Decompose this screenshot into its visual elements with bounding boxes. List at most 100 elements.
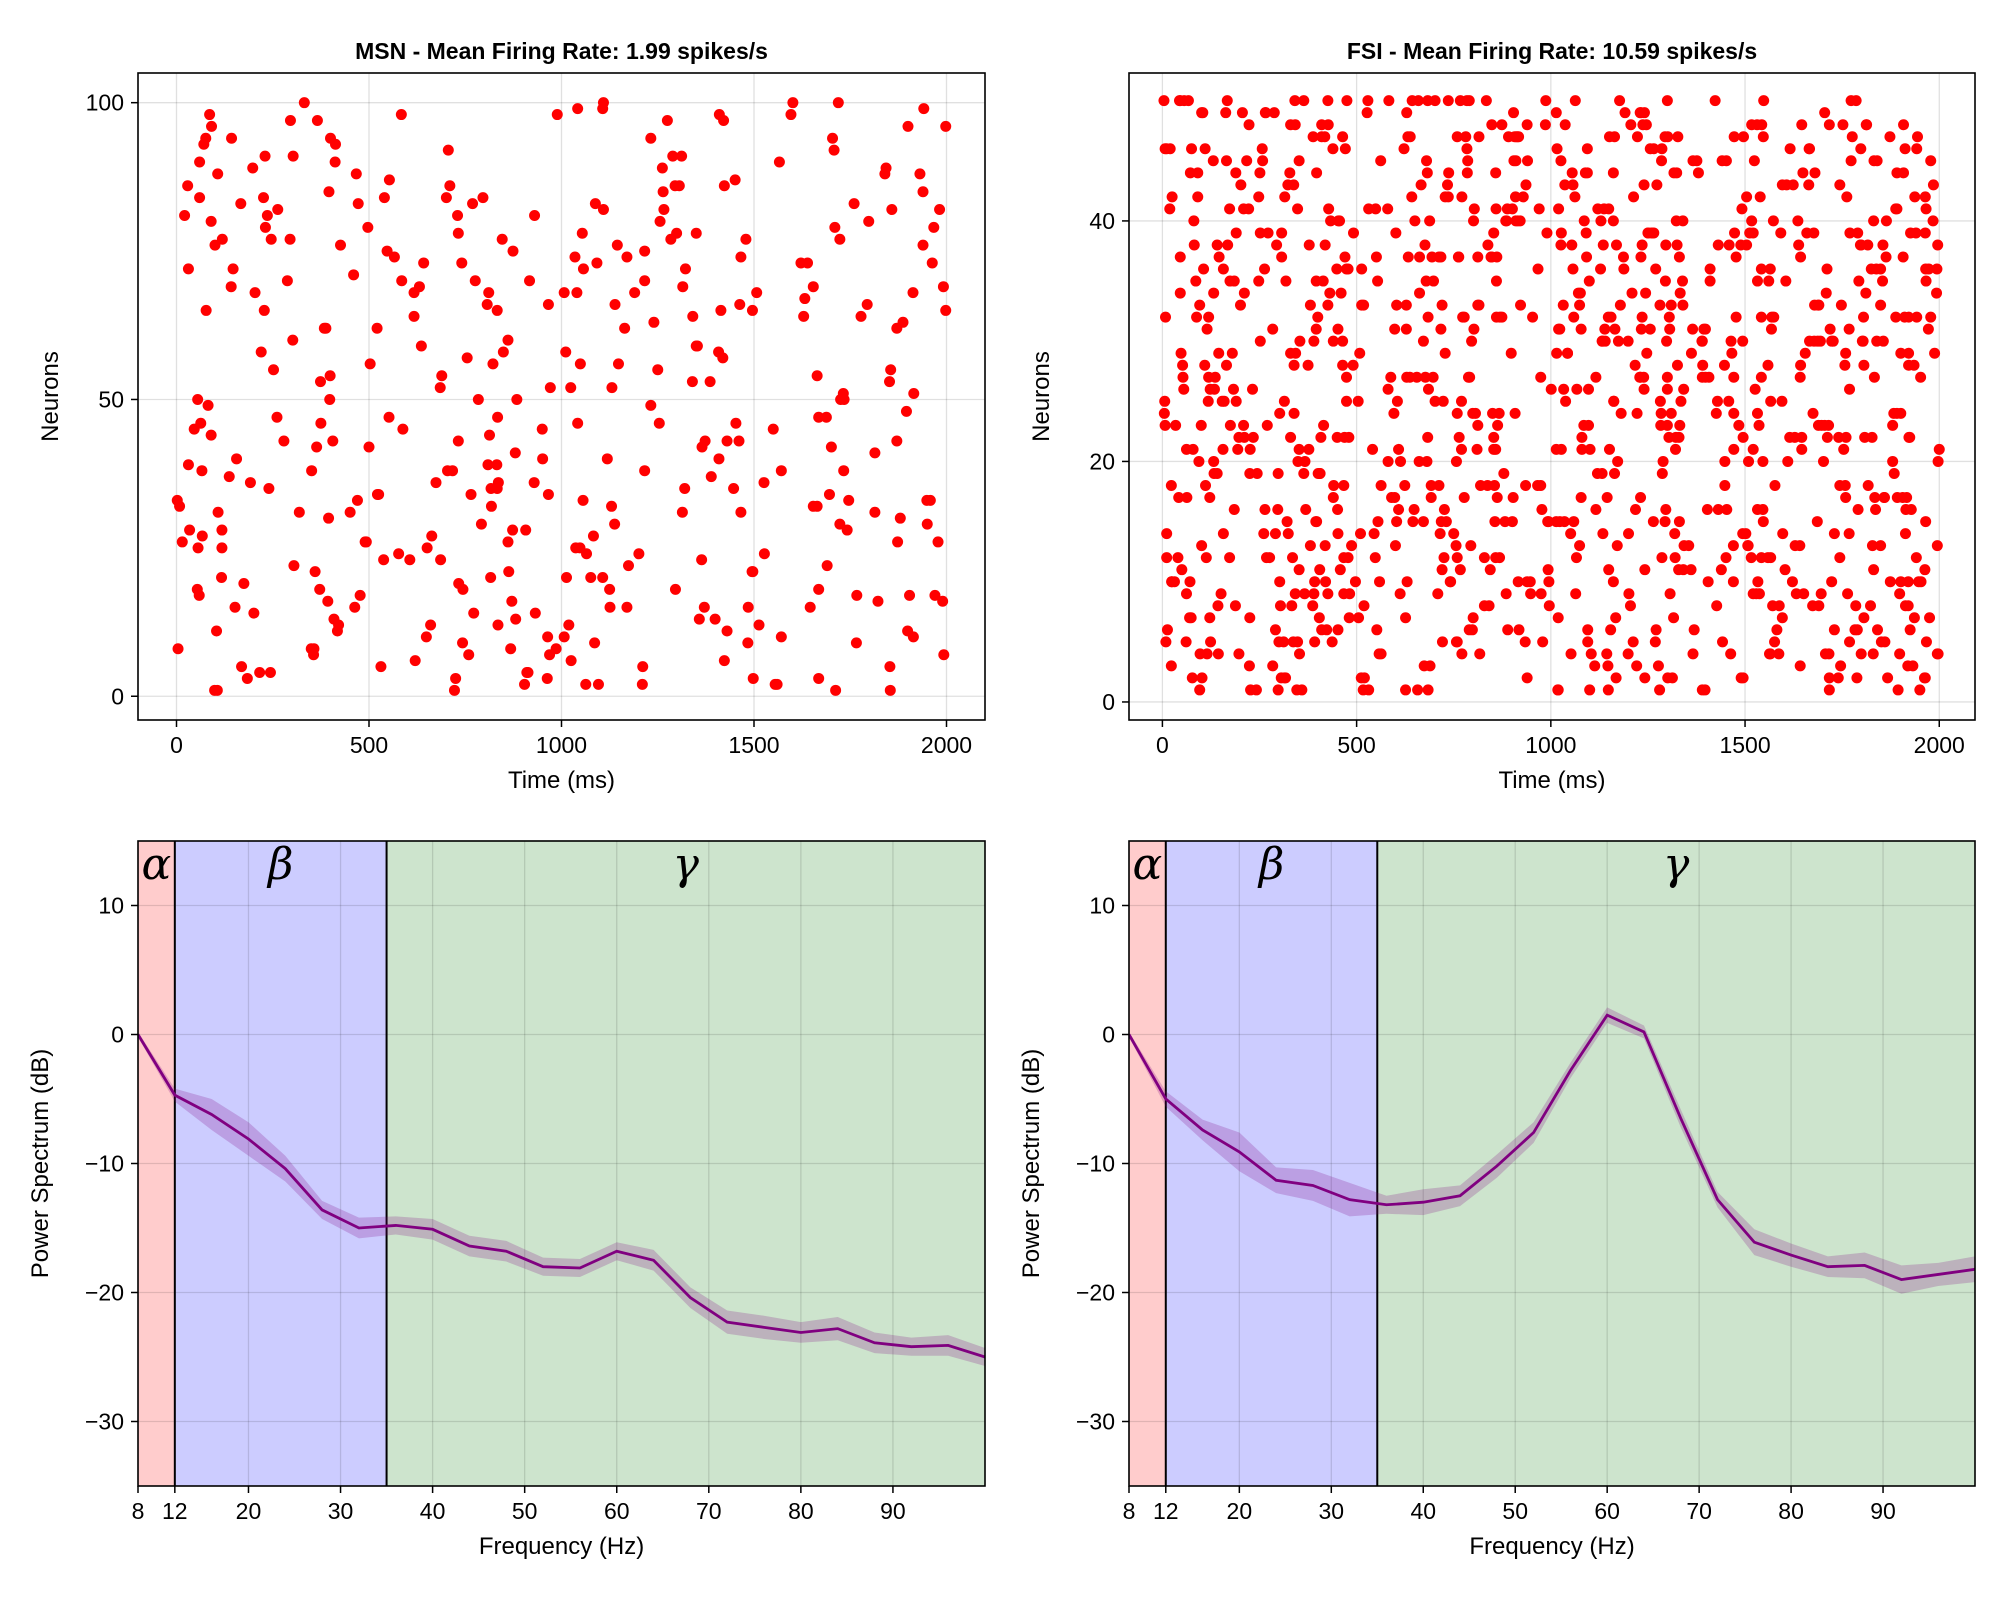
x-tick-label: 30 — [328, 1498, 354, 1524]
spike-point — [1717, 636, 1729, 648]
spike-point — [191, 583, 203, 595]
spike-point — [1180, 588, 1192, 600]
spike-point — [1520, 179, 1532, 191]
spike-point — [1159, 143, 1171, 155]
spike-point — [364, 358, 376, 370]
spike-point — [1834, 179, 1846, 191]
spike-point — [1339, 251, 1351, 263]
spike-point — [1748, 155, 1760, 167]
spike-point — [884, 376, 896, 388]
spike-point — [1321, 624, 1333, 636]
spike-point — [1702, 576, 1714, 588]
spike-point — [1736, 203, 1748, 215]
spike-point — [1821, 431, 1833, 443]
band-0 — [1129, 841, 1166, 1486]
spike-point — [1438, 552, 1450, 564]
spike-point — [463, 649, 475, 661]
spike-point — [1754, 191, 1766, 203]
spike-point — [561, 572, 573, 584]
spike-point — [238, 577, 250, 589]
spike-point — [1656, 143, 1668, 155]
spike-point — [1308, 335, 1320, 347]
x-tick-label: 1000 — [1525, 732, 1576, 758]
spike-point — [1202, 395, 1214, 407]
spike-point — [1733, 419, 1745, 431]
spike-point — [1665, 407, 1677, 419]
spike-point — [1793, 239, 1805, 251]
spike-point — [1895, 347, 1907, 359]
spike-point — [795, 257, 807, 269]
spike-point — [1455, 395, 1467, 407]
spike-point — [1440, 516, 1452, 528]
spike-point — [1592, 203, 1604, 215]
spike-point — [1887, 455, 1899, 467]
spike-point — [1659, 131, 1671, 143]
spectrum-line — [138, 1033, 985, 1359]
spike-point — [1537, 636, 1549, 648]
spike-point — [1905, 504, 1917, 516]
spike-point — [227, 263, 239, 275]
spike-point — [1840, 347, 1852, 359]
spike-point — [1764, 263, 1776, 275]
spike-point — [813, 583, 825, 595]
spike-point — [787, 97, 799, 109]
spike-point — [1688, 624, 1700, 636]
spike-point — [1866, 431, 1878, 443]
spike-point — [597, 97, 609, 109]
spike-point — [1755, 311, 1767, 323]
spike-point — [381, 245, 393, 257]
spike-point — [918, 103, 930, 115]
spike-point — [1595, 215, 1607, 227]
spike-point — [1355, 672, 1367, 684]
x-tick-label: 8 — [1123, 1498, 1136, 1524]
band-label-1: β — [1257, 839, 1284, 890]
spike-point — [491, 304, 503, 316]
spike-point — [244, 477, 256, 489]
spike-point — [1756, 119, 1768, 131]
spike-point — [591, 257, 603, 269]
spike-point — [1448, 528, 1460, 540]
spike-point — [1704, 275, 1716, 287]
spike-point — [483, 287, 495, 299]
spike-point — [1875, 636, 1887, 648]
spike-point — [1639, 564, 1651, 576]
band-label-0: α — [1133, 839, 1163, 890]
spike-point — [1341, 395, 1353, 407]
spike-point — [1803, 179, 1815, 191]
x-tick-label: 500 — [350, 732, 388, 758]
spike-point — [1375, 648, 1387, 660]
x-tick-label: 50 — [512, 1498, 538, 1524]
spike-point — [1519, 636, 1531, 648]
spike-point — [747, 566, 759, 578]
spike-point — [298, 97, 310, 109]
spike-point — [1565, 648, 1577, 660]
spike-point — [1697, 359, 1709, 371]
spike-point — [1823, 119, 1835, 131]
spike-point — [1488, 443, 1500, 455]
spike-point — [897, 316, 909, 328]
spike-point — [1432, 588, 1444, 600]
spike-point — [1483, 600, 1495, 612]
spike-point — [1289, 119, 1301, 131]
spike-point — [1812, 335, 1824, 347]
spike-point — [1728, 371, 1740, 383]
spike-point — [639, 275, 651, 287]
spike-point — [362, 221, 374, 233]
spike-point — [1755, 263, 1767, 275]
spike-point — [1657, 455, 1669, 467]
spike-point — [1610, 239, 1622, 251]
spike-point — [1426, 251, 1438, 263]
spike-point — [894, 512, 906, 524]
spike-point — [1608, 395, 1620, 407]
spike-point — [1372, 275, 1384, 287]
spike-point — [315, 417, 327, 429]
y-tick-label: 50 — [98, 386, 124, 412]
spike-point — [1865, 600, 1877, 612]
spike-point — [892, 536, 904, 548]
spike-point — [813, 672, 825, 684]
spike-point — [1540, 95, 1552, 107]
spike-point — [1852, 504, 1864, 516]
spike-point — [1574, 299, 1586, 311]
spike-point — [639, 245, 651, 257]
spike-point — [1630, 504, 1642, 516]
